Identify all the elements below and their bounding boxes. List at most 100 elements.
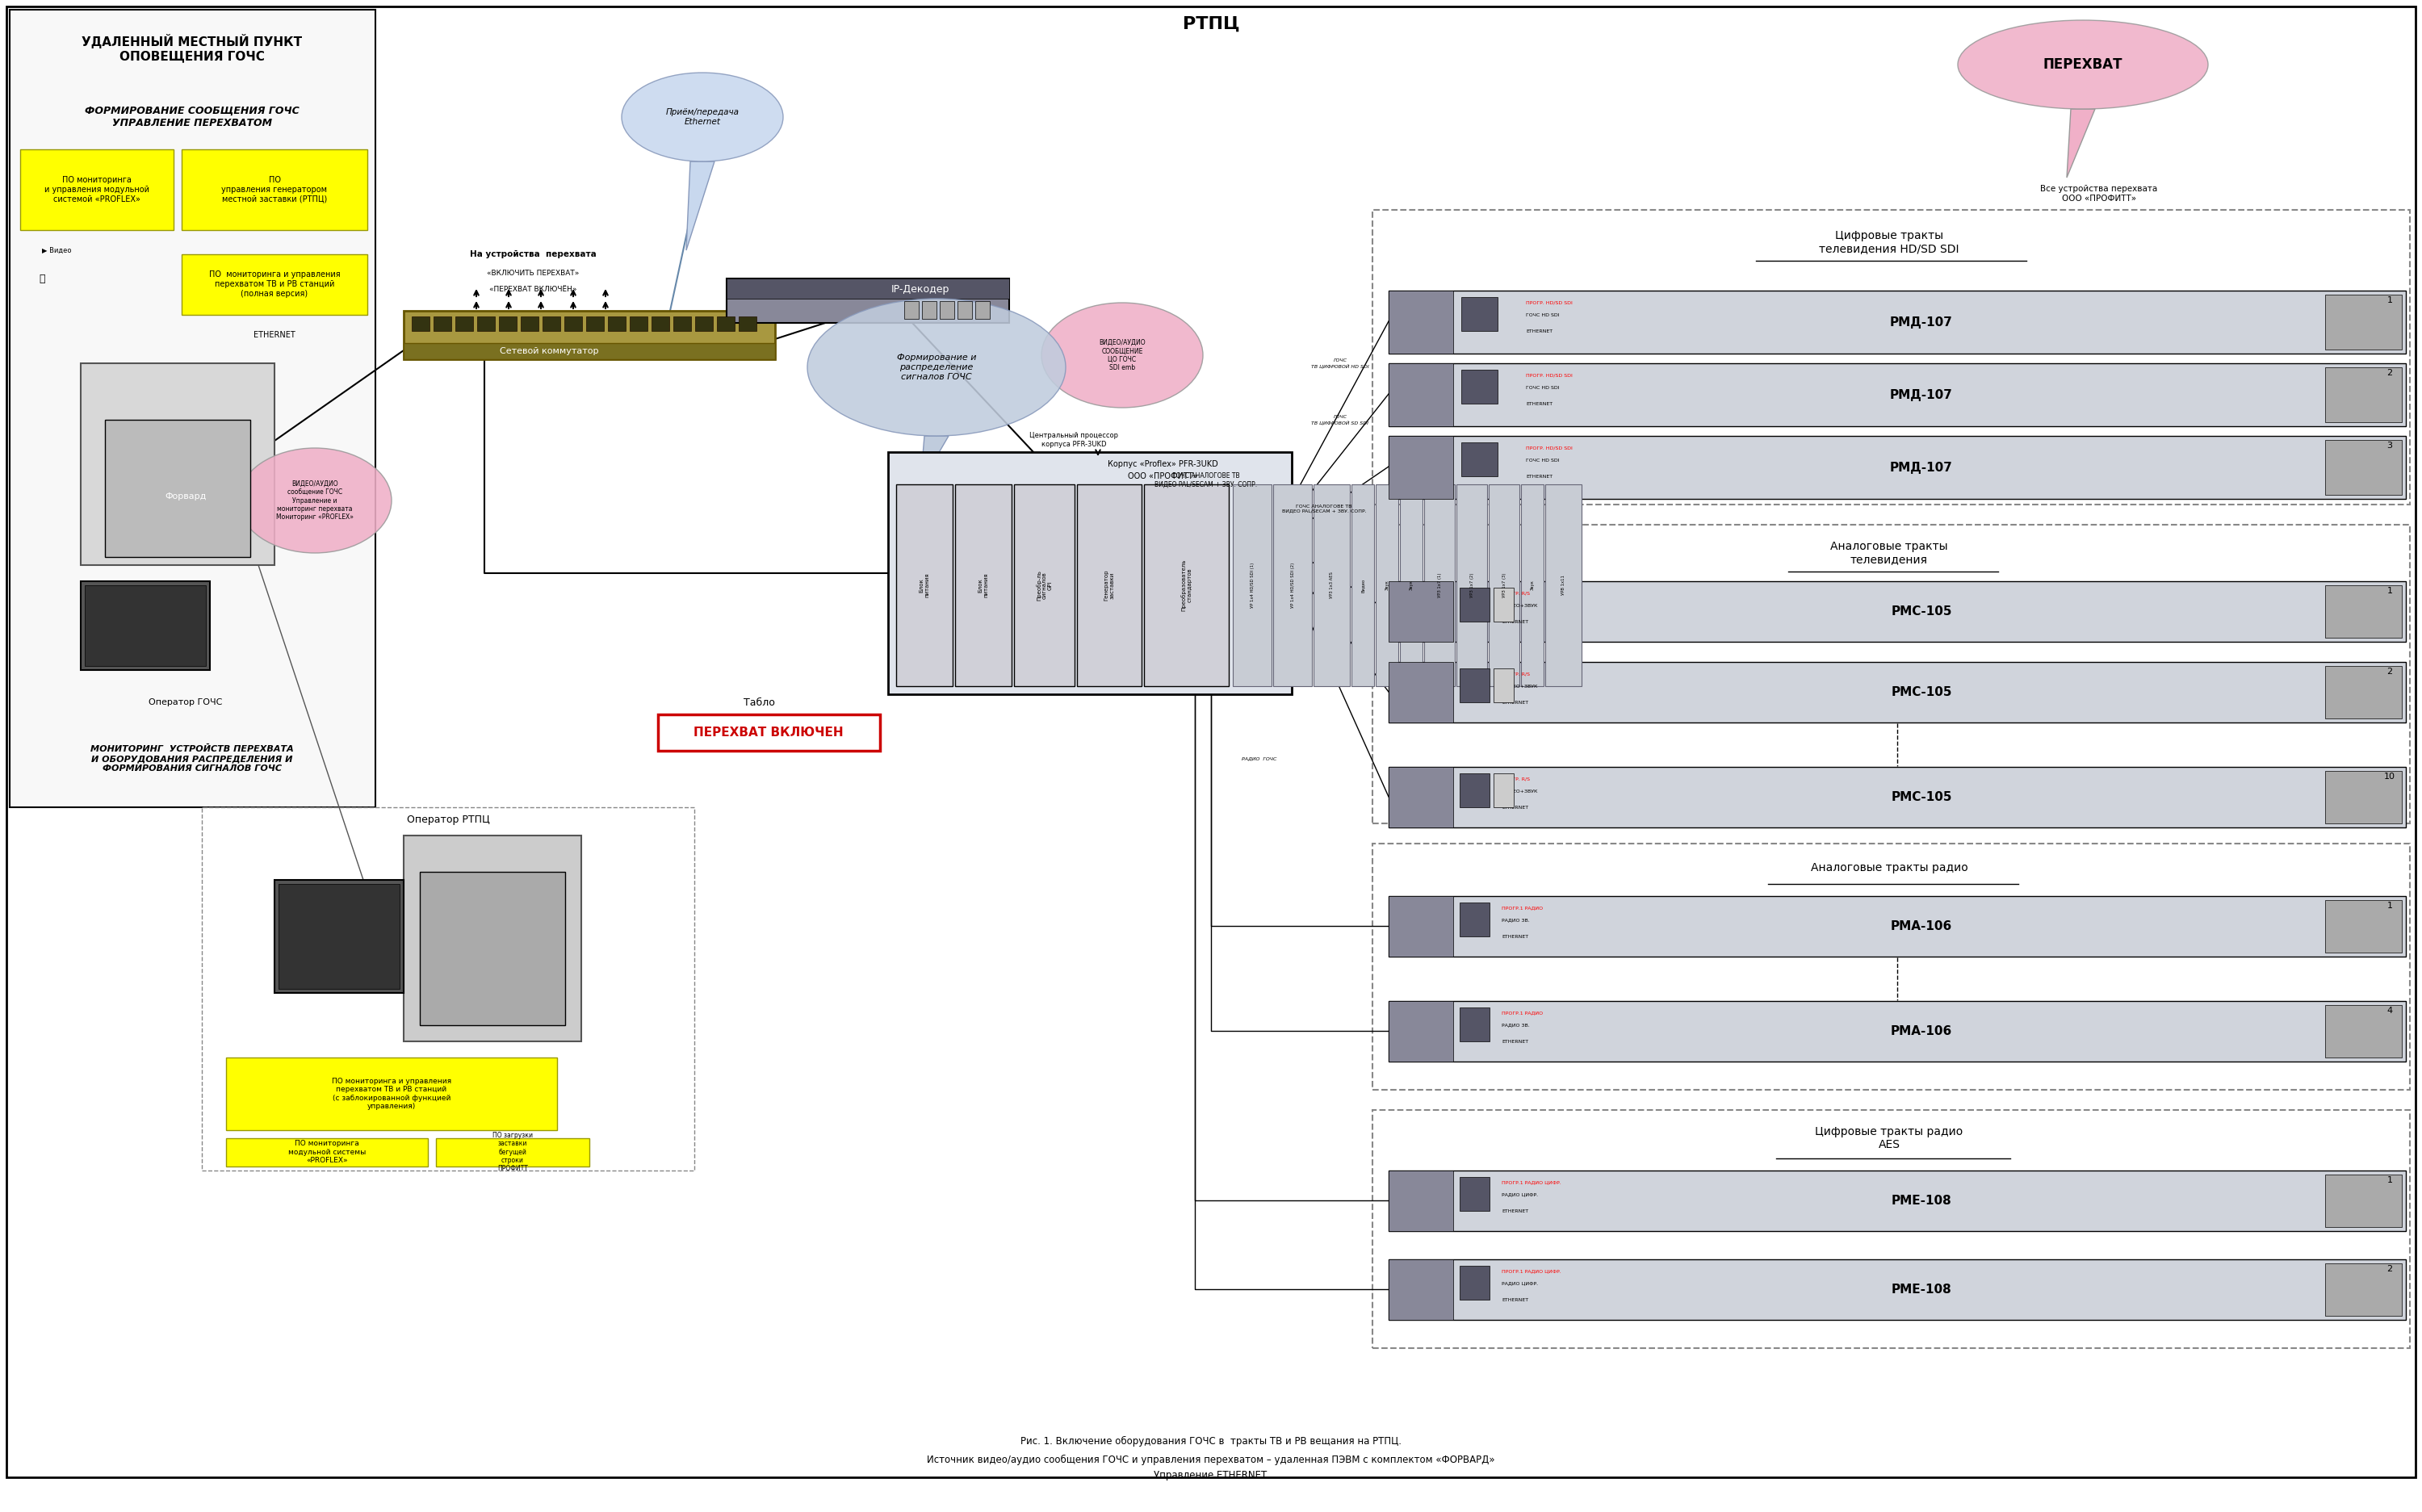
Text: Формирование и
распределение
сигналов ГОЧС: Формирование и распределение сигналов ГО… [896,354,976,381]
Text: ГОЧС HD SDI: ГОЧС HD SDI [1526,313,1560,318]
Ellipse shape [1957,20,2209,109]
Text: Блок
питания: Блок питания [978,573,988,597]
Bar [896,484,952,686]
Text: Цифровые тракты радио
AES: Цифровые тракты радио AES [1814,1126,1964,1151]
Bar [404,311,775,360]
Text: Все устройства перехвата
ООО «ПРОФИТТ»: Все устройства перехвата ООО «ПРОФИТТ» [2039,184,2158,203]
Text: ГОЧС
ТВ ЦИФРОВОЙ HD SDI: ГОЧС ТВ ЦИФРОВОЙ HD SDI [1310,358,1368,367]
Bar [1388,662,1453,723]
Text: ПРОГР. HD/SD SDI: ПРОГР. HD/SD SDI [1526,373,1572,378]
Bar [695,316,712,331]
Bar [499,316,516,331]
Text: 1: 1 [2386,587,2393,594]
Text: Цифровые тракты
телевидения HD/SD SDI: Цифровые тракты телевидения HD/SD SDI [1819,230,1959,254]
Text: 10: 10 [2383,773,2395,780]
Bar [1388,435,2405,499]
Text: «ВКЛЮЧИТЬ ПЕРЕХВАТ»: «ВКЛЮЧИТЬ ПЕРЕХВАТ» [487,269,579,277]
Text: Преобр-ль
сигналов
GPI: Преобр-ль сигналов GPI [1037,570,1054,600]
Bar [521,316,538,331]
Bar [727,278,1010,324]
Polygon shape [920,435,949,484]
Bar [2325,1264,2403,1315]
Text: ETHERNET: ETHERNET [1502,1297,1528,1302]
Bar [2325,440,2403,494]
Text: Звук: Звук [1410,581,1414,591]
Text: РАДИО ЗВ.: РАДИО ЗВ. [1502,918,1531,922]
Bar [1376,484,1397,686]
Bar [2325,367,2403,422]
Bar [659,715,879,751]
Bar [412,316,429,331]
Bar [940,301,954,319]
Bar [608,316,625,331]
Text: ETHERNET: ETHERNET [1502,1210,1528,1213]
Text: РМЕ-108: РМЕ-108 [1892,1284,1952,1296]
Text: Преобразователь
стандартов: Преобразователь стандартов [1182,559,1192,611]
Bar [1388,767,1453,827]
Bar [1521,484,1543,686]
Text: РМД-107: РМД-107 [1889,389,1952,401]
Bar [1460,588,1490,621]
Bar [1313,484,1349,686]
Text: РАДИО ЦИФР.: РАДИО ЦИФР. [1502,1193,1538,1198]
Bar [225,1057,557,1129]
Text: ПРОГР.1 РАДИО: ПРОГР.1 РАДИО [1502,906,1543,910]
Bar [1545,484,1582,686]
Bar [1388,290,1453,354]
Text: Рис. 1. Включение оборудования ГОЧС в  тракты ТВ и РВ вещания на РТПЦ.: Рис. 1. Включение оборудования ГОЧС в тр… [1020,1436,1402,1447]
Text: ETHERNET: ETHERNET [254,331,295,339]
Text: ГОЧС HD SDI: ГОЧС HD SDI [1526,386,1560,390]
Text: Приём/передача
Ethernet: Приём/передача Ethernet [666,109,739,125]
Bar [10,9,375,807]
Bar [957,301,971,319]
Bar [1460,773,1490,807]
Text: ГОЧС
ТВ ЦИФРОВОЙ SD SDI: ГОЧС ТВ ЦИФРОВОЙ SD SDI [1313,414,1368,425]
Bar [1460,903,1490,936]
Bar [404,836,581,1042]
Bar [1388,897,2405,957]
Bar [1460,370,1497,404]
Bar [2325,1005,2403,1057]
Bar [182,150,368,230]
Text: Форвард: Форвард [165,493,206,500]
Text: РМД-107: РМД-107 [1889,461,1952,473]
Text: Оператор ГОЧС: Оператор ГОЧС [148,699,223,706]
Ellipse shape [622,73,782,162]
Bar [1424,484,1456,686]
Text: ПРОГР.1 РАДИО ЦИФР.: ПРОГР.1 РАДИО ЦИФР. [1502,1270,1562,1273]
Text: 2: 2 [2386,668,2393,676]
Text: ETHERNET: ETHERNET [1526,402,1553,405]
Text: ГОЧС АНАЛОГОВЕ ТВ
ВИДЕО PAL/SECAM + ЗВУ. СОПР.: ГОЧС АНАЛОГОВЕ ТВ ВИДЕО PAL/SECAM + ЗВУ.… [1155,472,1257,488]
Bar [630,316,647,331]
Bar [1388,1259,2405,1320]
Bar [652,316,668,331]
Bar [1460,1266,1490,1300]
Text: РМС-105: РМС-105 [1892,686,1952,699]
Text: На устройства  перехвата: На устройства перехвата [470,249,596,259]
Text: РМЕ-108: РМЕ-108 [1892,1194,1952,1207]
Bar [1373,210,2410,505]
Text: Табло: Табло [744,697,775,708]
Text: 3: 3 [2386,442,2393,449]
Bar [717,316,734,331]
Text: 2: 2 [2386,369,2393,376]
Bar [1490,484,1519,686]
Text: ПО
управления генератором
местной заставки (РТПЦ): ПО управления генератором местной застав… [223,177,327,203]
Bar [436,1139,589,1166]
Bar [954,484,1012,686]
Text: УРЗ 1х7 (3): УРЗ 1х7 (3) [1502,573,1506,597]
Bar [182,254,368,314]
Text: Управление ETHERNET.: Управление ETHERNET. [1153,1471,1269,1480]
Text: ETHERNET: ETHERNET [1526,475,1553,478]
Bar [274,880,404,993]
Bar [1388,662,2405,723]
Text: 4: 4 [2386,1007,2393,1015]
Bar [1388,1259,1453,1320]
Text: РТПЦ: РТПЦ [1182,17,1240,32]
Text: ETHERNET: ETHERNET [1502,700,1528,705]
Bar [1494,668,1514,702]
Text: ПРОГР. R/S: ПРОГР. R/S [1502,777,1531,782]
Text: Аналоговые тракты
телевидения: Аналоговые тракты телевидения [1831,541,1947,565]
Text: ПРОГР. HD/SD SDI: ПРОГР. HD/SD SDI [1526,301,1572,305]
Bar [739,316,756,331]
